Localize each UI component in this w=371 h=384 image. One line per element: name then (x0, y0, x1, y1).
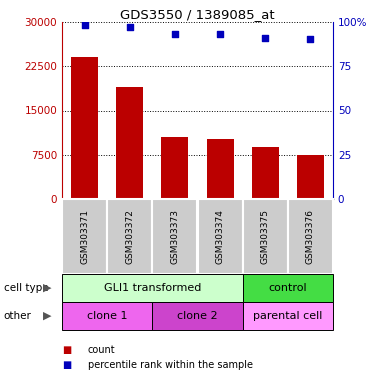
Bar (62, 274, 243, 302)
Point (172, 30, 178, 36)
Text: ■: ■ (62, 345, 71, 355)
Bar (297, 155, 324, 199)
Bar (207, 139, 234, 199)
Text: ■: ■ (62, 360, 71, 370)
Text: GSM303372: GSM303372 (125, 209, 134, 264)
Bar (288, 199, 333, 274)
Text: clone 1: clone 1 (87, 311, 127, 321)
Text: cell type: cell type (4, 283, 48, 293)
Bar (243, 199, 288, 274)
Point (217, 30, 223, 36)
Bar (107, 199, 152, 274)
Text: count: count (88, 345, 116, 355)
Bar (197, 199, 243, 274)
Text: GSM303374: GSM303374 (216, 209, 224, 264)
Bar (152, 302, 243, 330)
Point (262, 35, 268, 41)
Bar (161, 137, 188, 199)
Text: clone 2: clone 2 (177, 311, 218, 321)
Bar (252, 147, 279, 199)
Text: GSM303373: GSM303373 (170, 209, 180, 264)
Point (308, 36, 313, 42)
Point (127, 24, 133, 30)
Title: GDS3550 / 1389085_at: GDS3550 / 1389085_at (120, 8, 275, 21)
Bar (243, 274, 333, 302)
Text: other: other (4, 311, 32, 321)
Point (82, 22, 88, 28)
Text: GLI1 transformed: GLI1 transformed (104, 283, 201, 293)
Text: parental cell: parental cell (253, 311, 322, 321)
Bar (62, 199, 107, 274)
Text: percentile rank within the sample: percentile rank within the sample (88, 360, 253, 370)
Bar (243, 302, 333, 330)
Text: control: control (269, 283, 307, 293)
Bar (62, 302, 152, 330)
Text: ▶: ▶ (43, 311, 52, 321)
Bar (71, 57, 98, 199)
Text: GSM303371: GSM303371 (80, 209, 89, 264)
Bar (116, 87, 143, 199)
Text: ▶: ▶ (43, 283, 52, 293)
Text: GSM303375: GSM303375 (261, 209, 270, 264)
Bar (152, 199, 197, 274)
Text: GSM303376: GSM303376 (306, 209, 315, 264)
